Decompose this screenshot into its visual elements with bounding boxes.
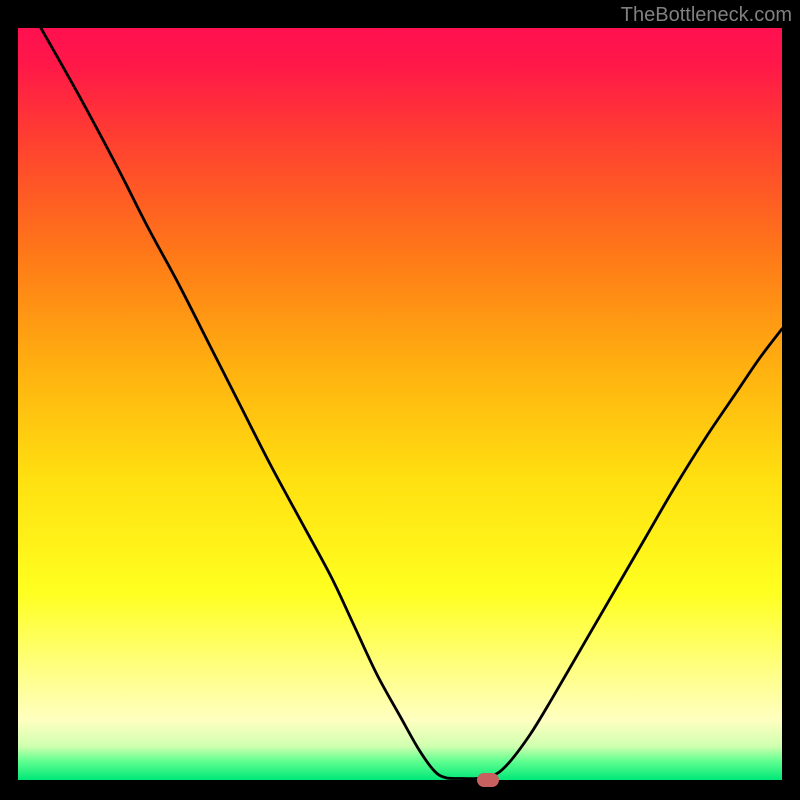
chart-curve [18, 28, 782, 780]
plot-area [18, 28, 782, 780]
watermark-text: TheBottleneck.com [621, 4, 792, 27]
minimum-marker [477, 773, 499, 787]
